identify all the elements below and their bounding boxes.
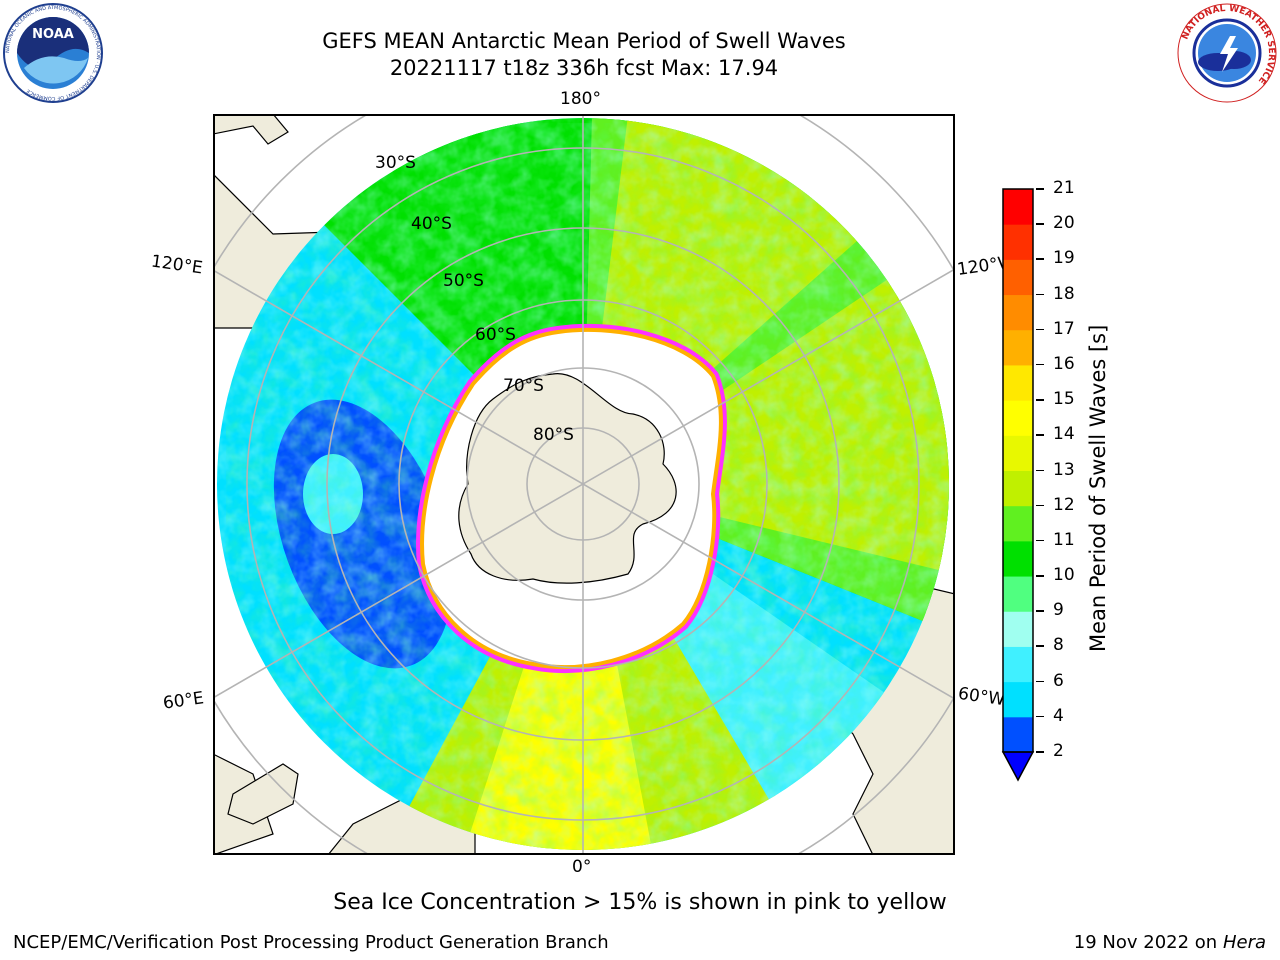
- colorbar-band: [1003, 540, 1033, 577]
- footer-credit: NCEP/EMC/Verification Post Processing Pr…: [13, 932, 609, 953]
- colorbar-band: [1003, 646, 1033, 683]
- colorbar-tick-label: 10: [1053, 565, 1075, 586]
- colorbar-tick-label: 4: [1053, 705, 1064, 726]
- antarctic-map: 30°S 40°S 50°S 60°S 70°S 80°S: [213, 114, 955, 855]
- colorbar-band: [1003, 259, 1033, 296]
- colorbar-tick-mark: [1036, 293, 1044, 296]
- colorbar-tick-label: 12: [1053, 494, 1075, 515]
- colorbar-tick-mark: [1036, 539, 1044, 542]
- colorbar-band: [1003, 400, 1033, 436]
- colorbar-band: [1003, 611, 1033, 647]
- sea-ice-caption: Sea Ice Concentration > 15% is shown in …: [333, 890, 947, 915]
- colorbar-band: [1003, 505, 1033, 542]
- lat-label-60s: 60°S: [475, 325, 516, 345]
- colorbar-band: [1003, 576, 1033, 612]
- colorbar-tick-label: 13: [1053, 459, 1075, 480]
- lat-label-70s: 70°S: [503, 376, 544, 396]
- colorbar-tick-mark: [1036, 223, 1044, 225]
- footer-date: 19 Nov 2022 on Hera: [1073, 932, 1266, 953]
- lat-label-80s: 80°S: [533, 425, 574, 445]
- colorbar-label: Mean Period of Swell Waves [s]: [1086, 324, 1110, 652]
- colorbar-band: [1003, 435, 1033, 471]
- colorbar-tick-mark: [1036, 328, 1044, 331]
- colorbar-tick-label: 16: [1053, 353, 1075, 374]
- colorbar-tick-mark: [1036, 680, 1044, 683]
- colorbar-band: [1003, 294, 1033, 331]
- noaa-logo: NOAA NATIONAL OCEANIC AND ATMOSPHERIC AD…: [3, 3, 103, 103]
- colorbar-tick-mark: [1036, 575, 1044, 577]
- colorbar-band: [1003, 364, 1033, 401]
- colorbar-tick-label: 11: [1053, 529, 1075, 550]
- noaa-logo-text: NOAA: [32, 27, 74, 42]
- colorbar-tick-mark: [1036, 751, 1044, 753]
- colorbar-tick-label: 14: [1053, 424, 1075, 445]
- lat-label-50s: 50°S: [443, 271, 484, 291]
- colorbar-tick-mark: [1036, 399, 1044, 401]
- colorbar-tick-label: 15: [1053, 389, 1075, 410]
- colorbar-extend-triangle: [1001, 751, 1035, 782]
- colorbar-band: [1003, 189, 1033, 225]
- colorbar-tick-label: 17: [1053, 318, 1075, 339]
- lon-label-0: 0°: [572, 857, 592, 877]
- colorbar-tick-label: 6: [1053, 670, 1064, 691]
- lat-label-30s: 30°S: [375, 153, 416, 173]
- colorbar-tick-mark: [1036, 610, 1044, 612]
- colorbar-tick-label: 20: [1053, 213, 1075, 234]
- colorbar-tick-mark: [1036, 258, 1044, 260]
- colorbar: [1001, 188, 1035, 782]
- colorbar-tick-mark: [1036, 363, 1044, 366]
- colorbar-band: [1003, 470, 1033, 507]
- lon-label-60e: 60°E: [161, 688, 206, 714]
- colorbar-band: [1003, 716, 1033, 753]
- colorbar-tick-mark: [1036, 504, 1044, 507]
- colorbar-band: [1003, 681, 1033, 718]
- lat-label-40s: 40°S: [411, 214, 452, 234]
- colorbar-tick-mark: [1036, 715, 1044, 718]
- colorbar-tick-label: 2: [1053, 741, 1064, 761]
- antarctica-landmass: [458, 373, 677, 584]
- graticule: [214, 115, 954, 854]
- colorbar-tick-label: 18: [1053, 283, 1075, 304]
- nws-logo: NATIONAL WEATHER SERVICE: [1177, 3, 1277, 103]
- colorbar-bands: [1003, 189, 1033, 753]
- chart-title: GEFS MEAN Antarctic Mean Period of Swell…: [322, 29, 846, 53]
- colorbar-tick-mark: [1036, 645, 1044, 647]
- lon-label-120e: 120°E: [149, 251, 204, 279]
- colorbar-tick-label: 19: [1053, 248, 1075, 269]
- lon-label-180: 180°: [560, 89, 601, 109]
- footer-host: Hera: [1222, 932, 1266, 953]
- colorbar-tick-label: 21: [1053, 178, 1075, 198]
- colorbar-tick-mark: [1036, 469, 1044, 471]
- lon-label-60w: 60°W: [956, 683, 1007, 711]
- colorbar-tick-mark: [1036, 434, 1044, 436]
- colorbar-tick-mark: [1036, 188, 1044, 190]
- chart-subtitle: 20221117 t18z 336h fcst Max: 17.94: [389, 56, 779, 80]
- colorbar-tick-label: 9: [1053, 600, 1064, 621]
- colorbar-band: [1003, 224, 1033, 260]
- colorbar-band: [1003, 329, 1033, 366]
- colorbar-tick-label: 8: [1053, 635, 1064, 656]
